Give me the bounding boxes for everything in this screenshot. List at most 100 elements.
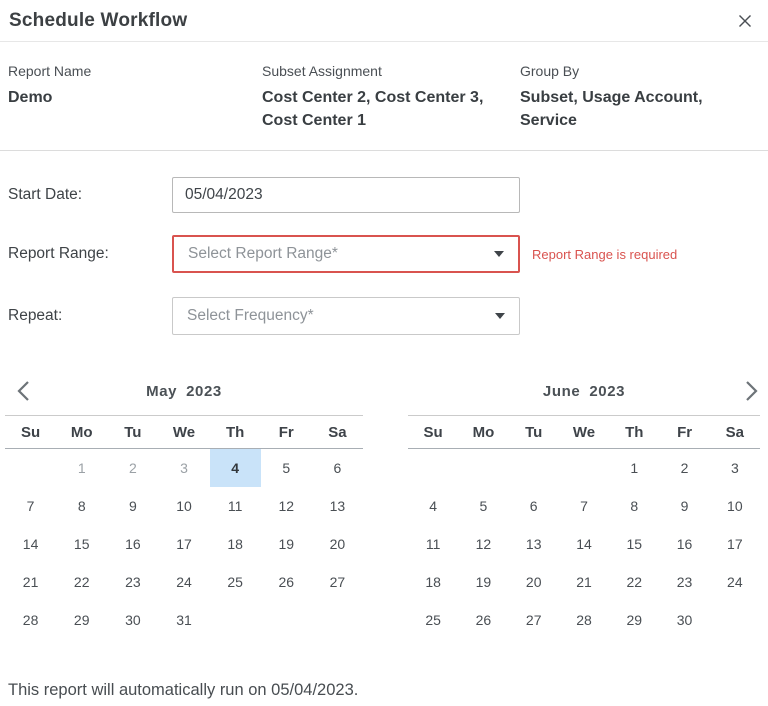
calendar-day-june-15[interactable]: 15 (626, 536, 643, 552)
calendar-year-label: 2023 (589, 382, 626, 400)
info-group-by: Group By Subset, Usage Account, Service (520, 62, 760, 132)
repeat-select[interactable]: Select Frequency* (172, 297, 520, 335)
calendar-day-may-5[interactable]: 5 (282, 460, 291, 476)
calendar-day-may-18[interactable]: 18 (227, 536, 243, 552)
weekday-label: We (172, 423, 196, 441)
calendar-day-june-11[interactable]: 11 (425, 536, 441, 552)
weekday-label: Sa (328, 423, 347, 441)
calendar-day-june-2[interactable]: 2 (680, 460, 689, 476)
calendar-header: May 2023 (5, 367, 363, 415)
repeat-row: Repeat: Select Frequency* (8, 297, 768, 335)
start-date-label: Start Date: (8, 186, 83, 203)
close-button[interactable] (736, 12, 754, 30)
calendar-day-june-23[interactable]: 23 (676, 574, 693, 590)
info-value: Demo (8, 89, 53, 106)
calendar-day-june-27[interactable]: 27 (525, 612, 542, 628)
weekday-label: Su (20, 423, 41, 441)
calendar-day-may-1[interactable]: 1 (77, 460, 86, 476)
calendar-day-june-20[interactable]: 20 (525, 574, 542, 590)
calendar-day-may-30[interactable]: 30 (125, 612, 141, 628)
calendar-day-may-8[interactable]: 8 (77, 498, 86, 514)
calendar-day-june-28[interactable]: 28 (576, 612, 592, 628)
report-range-label: Report Range: (8, 245, 109, 262)
calendar-day-may-20[interactable]: 20 (329, 536, 346, 552)
calendar-day-june-29[interactable]: 29 (626, 612, 643, 628)
chevron-left-icon (17, 381, 30, 405)
report-range-row: Report Range: Select Report Range* Repor… (8, 235, 768, 273)
calendar-day-may-10[interactable]: 10 (176, 498, 192, 514)
calendar-day-may-29[interactable]: 29 (73, 612, 90, 628)
calendar-day-empty (509, 449, 559, 487)
calendar-day-may-16[interactable]: 16 (125, 536, 141, 552)
calendar-day-june-26[interactable]: 26 (475, 612, 492, 628)
calendar-day-june-3[interactable]: 3 (730, 460, 739, 476)
calendar-day-june-21[interactable]: 21 (576, 574, 592, 590)
calendar-day-june-13[interactable]: 13 (525, 536, 542, 552)
calendar-day-june-16[interactable]: 16 (676, 536, 693, 552)
report-range-select[interactable]: Select Report Range* (172, 235, 520, 273)
calendar-day-empty (312, 601, 363, 639)
weekday-label: Fr (677, 423, 693, 441)
calendar-day-may-26[interactable]: 26 (278, 574, 295, 590)
calendar-day-june-10[interactable]: 10 (727, 498, 743, 514)
calendar-june: June 2023 Su Mo Tu We Th Fr Sa 1 2 3 4 5 6 7 8 9 10 11 12… (408, 367, 760, 639)
date-picker-calendars: May 2023 Su Mo Tu We Th Fr Sa 1 2 3 4 5 6 7 8 9 10 11 12 1… (0, 367, 768, 639)
calendar-day-june-18[interactable]: 18 (425, 574, 441, 590)
calendar-day-may-27[interactable]: 27 (329, 574, 346, 590)
calendar-day-june-19[interactable]: 19 (475, 574, 492, 590)
prev-month-button[interactable] (17, 380, 30, 402)
calendar-day-may-11[interactable]: 11 (227, 498, 243, 514)
calendar-day-june-30[interactable]: 30 (676, 612, 693, 628)
calendar-day-june-17[interactable]: 17 (727, 536, 743, 552)
calendar-day-june-14[interactable]: 14 (576, 536, 592, 552)
calendar-month-label: June (542, 382, 581, 400)
start-date-input[interactable] (172, 177, 520, 213)
calendar-day-may-31[interactable]: 31 (176, 612, 192, 628)
schedule-form: Start Date: Report Range: Select Report … (0, 151, 768, 335)
calendar-day-may-25[interactable]: 25 (227, 574, 243, 590)
caret-down-icon (495, 313, 505, 319)
calendar-day-may-19[interactable]: 19 (278, 536, 295, 552)
calendar-day-june-6[interactable]: 6 (529, 498, 538, 514)
calendar-day-june-12[interactable]: 12 (475, 536, 492, 552)
calendar-day-june-7[interactable]: 7 (580, 498, 588, 514)
info-value: Subset, Usage Account, Service (520, 89, 703, 129)
calendar-day-june-25[interactable]: 25 (425, 612, 441, 628)
calendar-day-may-9[interactable]: 9 (128, 498, 137, 514)
weekday-label: Th (625, 423, 644, 441)
calendar-day-may-2[interactable]: 2 (128, 460, 137, 476)
calendar-day-may-4[interactable]: 4 (209, 449, 261, 487)
calendar-day-may-13[interactable]: 13 (329, 498, 346, 514)
calendar-day-may-22[interactable]: 22 (73, 574, 90, 590)
calendar-day-june-8[interactable]: 8 (630, 498, 639, 514)
calendar-day-empty (210, 601, 261, 639)
weekday-label: Fr (278, 423, 294, 441)
calendar-day-may-3[interactable]: 3 (180, 460, 188, 476)
start-date-row: Start Date: (8, 177, 768, 213)
calendar-day-june-5[interactable]: 5 (479, 498, 488, 514)
repeat-placeholder: Select Frequency* (187, 307, 314, 324)
weekday-label: Sa (725, 423, 745, 441)
calendar-day-may-14[interactable]: 14 (22, 536, 39, 552)
calendar-day-may-21[interactable]: 21 (22, 574, 39, 590)
calendar-day-june-24[interactable]: 24 (727, 574, 743, 590)
weekday-label: Mo (70, 423, 93, 441)
calendar-day-may-23[interactable]: 23 (125, 574, 141, 590)
calendar-day-may-15[interactable]: 15 (73, 536, 90, 552)
calendar-day-may-7[interactable]: 7 (26, 498, 35, 514)
calendar-day-june-1[interactable]: 1 (630, 460, 639, 476)
calendar-day-may-24[interactable]: 24 (176, 574, 192, 590)
calendar-day-empty (559, 449, 609, 487)
calendar-day-june-9[interactable]: 9 (680, 498, 689, 514)
calendar-header: June 2023 (408, 367, 760, 415)
calendar-day-may-28[interactable]: 28 (22, 612, 39, 628)
calendar-day-may-17[interactable]: 17 (176, 536, 192, 552)
info-subset-assignment: Subset Assignment Cost Center 2, Cost Ce… (262, 62, 520, 132)
calendar-day-june-4[interactable]: 4 (429, 498, 438, 514)
calendar-day-may-6[interactable]: 6 (333, 460, 342, 476)
next-month-button[interactable] (745, 380, 758, 402)
calendar-day-may-12[interactable]: 12 (278, 498, 295, 514)
calendar-day-empty (261, 601, 312, 639)
weekday-label: Mo (472, 423, 495, 441)
calendar-day-june-22[interactable]: 22 (626, 574, 643, 590)
